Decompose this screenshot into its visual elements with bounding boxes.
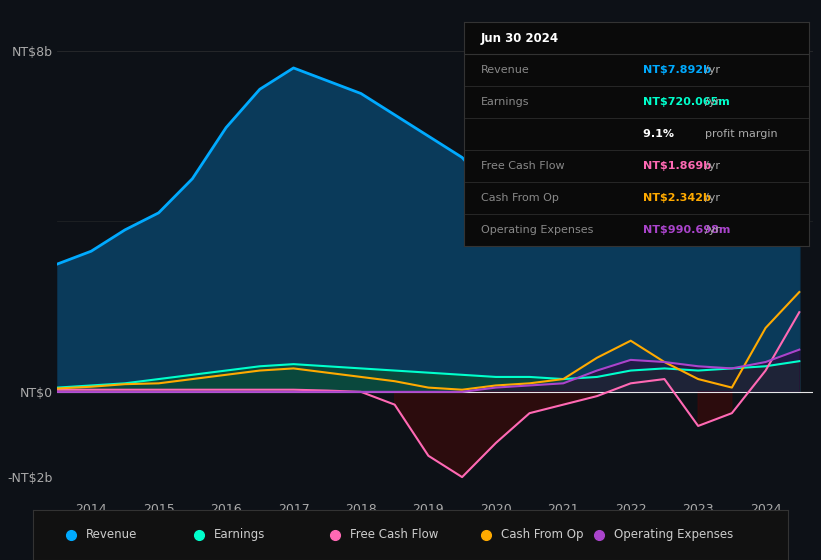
Text: /yr: /yr: [705, 161, 720, 171]
Text: /yr: /yr: [705, 193, 720, 203]
Text: /yr: /yr: [705, 97, 720, 108]
Text: NT$7.892b: NT$7.892b: [643, 66, 715, 76]
Text: Jun 30 2024: Jun 30 2024: [481, 32, 559, 45]
Text: NT$1.869b: NT$1.869b: [643, 161, 715, 171]
Text: Earnings: Earnings: [481, 97, 530, 108]
Text: Revenue: Revenue: [481, 66, 530, 76]
Text: /yr: /yr: [705, 225, 720, 235]
Text: NT$990.698m: NT$990.698m: [643, 225, 735, 235]
Text: Earnings: Earnings: [214, 528, 265, 542]
Text: profit margin: profit margin: [705, 129, 777, 139]
Text: Free Cash Flow: Free Cash Flow: [350, 528, 438, 542]
Text: NT$720.065m: NT$720.065m: [643, 97, 734, 108]
Text: 9.1%: 9.1%: [643, 129, 678, 139]
Text: Cash From Op: Cash From Op: [481, 193, 559, 203]
Text: Free Cash Flow: Free Cash Flow: [481, 161, 565, 171]
Text: Operating Expenses: Operating Expenses: [481, 225, 594, 235]
Text: NT$2.342b: NT$2.342b: [643, 193, 715, 203]
Text: Operating Expenses: Operating Expenses: [614, 528, 734, 542]
Text: Revenue: Revenue: [85, 528, 137, 542]
Text: /yr: /yr: [705, 66, 720, 76]
Text: Cash From Op: Cash From Op: [501, 528, 584, 542]
